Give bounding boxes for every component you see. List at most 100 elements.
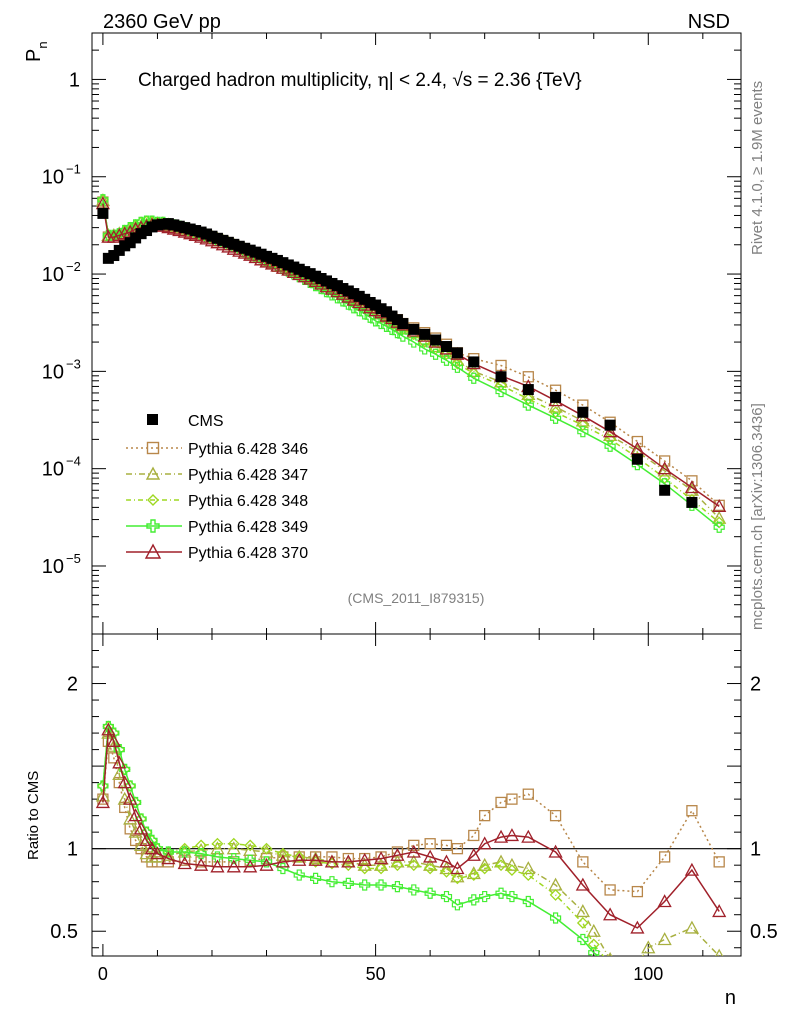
ratio-point — [244, 839, 257, 852]
ratio-series-3 — [97, 720, 615, 969]
ratio-point — [575, 877, 590, 891]
ratio-point — [424, 887, 436, 899]
series-point — [684, 480, 700, 494]
cms-data-point — [631, 453, 643, 465]
ratio-point — [577, 933, 589, 946]
series-4 — [95, 196, 727, 513]
cms-data-point — [430, 334, 442, 346]
series-point — [603, 427, 618, 442]
rivet-label: Rivet 4.1.0, ≥ 1.9M events — [749, 81, 766, 255]
ratio-point — [260, 842, 273, 855]
legend-entry-349: Pythia 6.428 349 — [126, 519, 308, 536]
ratio-point — [226, 859, 241, 873]
cms-data-point — [440, 341, 452, 353]
ratio-point — [101, 722, 116, 736]
legend-label-cms: CMS — [188, 413, 224, 430]
series-point — [713, 516, 726, 529]
ratio-point — [211, 837, 224, 850]
ratio-point — [641, 940, 656, 954]
main-y-tick-label: 10 — [42, 556, 64, 578]
legend: CMS Pythia 6.428 346 Pythia 6.428 347 Py… — [126, 413, 308, 562]
ratio-point — [193, 842, 209, 856]
ratio-point — [390, 854, 405, 868]
analysis-label: (CMS_2011_I879315) — [348, 590, 485, 606]
main-y-tick-base: 10 — [42, 361, 64, 383]
ratio-point — [195, 848, 207, 860]
ratio-point — [342, 852, 354, 865]
cms-data-point — [604, 419, 616, 431]
ratio-point — [493, 829, 509, 843]
ratio-point — [479, 809, 491, 822]
ratio-point — [467, 869, 480, 882]
ratio-point — [439, 861, 454, 875]
legend-entry-370: Pythia 6.428 370 — [126, 543, 308, 562]
ratio-point — [123, 811, 138, 825]
ratio-point — [605, 959, 615, 969]
ratio-point — [424, 862, 437, 875]
ratio-point — [95, 795, 111, 809]
ratio-y-tick-label-right: 0.5 — [750, 921, 778, 943]
series-point — [429, 348, 442, 360]
series-point — [106, 229, 121, 243]
ratio-point — [106, 733, 121, 747]
cms-data-point — [659, 484, 671, 496]
ratio-point — [373, 851, 389, 865]
ratio-point — [324, 854, 340, 868]
ratio-point — [549, 912, 562, 924]
ratio-y-tick-label: 0.5 — [50, 921, 78, 943]
x-tick-label: 0 — [98, 964, 108, 984]
beam-label: 2360 GeV pp — [103, 11, 221, 33]
ratio-point — [504, 828, 520, 842]
ratio-point — [440, 865, 453, 878]
ratio-series-4 — [95, 722, 727, 934]
ratio-point — [468, 894, 480, 906]
ratio-point — [587, 938, 600, 951]
ratio-point — [128, 824, 143, 838]
series-point — [604, 440, 616, 452]
legend-marker-370 — [144, 543, 162, 559]
ratio-point — [440, 839, 453, 852]
series-point — [495, 385, 507, 398]
ratio-line — [102, 724, 600, 956]
cms-data-point — [495, 371, 507, 383]
series-point — [713, 521, 725, 533]
ratio-point — [549, 809, 562, 822]
ratio-point — [375, 862, 387, 875]
main-y-label-sub: n — [35, 41, 50, 48]
legend-entry-347: Pythia 6.428 347 — [126, 466, 308, 484]
ratio-point — [468, 829, 480, 842]
series-point — [686, 475, 698, 487]
cms-data-point — [550, 391, 562, 403]
ratio-y-tick-label: 1 — [67, 839, 78, 861]
ratio-point — [227, 837, 240, 850]
ratio-point — [658, 851, 671, 863]
series-point — [451, 361, 464, 373]
ratio-point — [631, 885, 644, 898]
ratio-point — [326, 876, 338, 888]
ratio-point — [161, 851, 176, 865]
cms-data-point — [522, 384, 534, 396]
ratio-point — [504, 857, 520, 871]
ratio-point — [684, 862, 700, 876]
ratio-series-layer — [95, 720, 727, 969]
series-point — [577, 426, 589, 438]
series-point — [712, 498, 727, 513]
legend-entry-348: Pythia 6.428 348 — [126, 493, 308, 510]
main-y-tick-exponent: −2 — [66, 259, 81, 274]
title-main: Charged hadron multiplicity, — [138, 70, 377, 91]
ratio-point — [260, 856, 273, 868]
ratio-point — [478, 862, 491, 875]
main-y-label-main: P — [23, 49, 45, 62]
ratio-point — [424, 838, 436, 850]
ratio-point — [423, 857, 438, 871]
cms-data-point — [419, 328, 431, 340]
ratio-point — [521, 829, 536, 843]
ratio-series-0 — [97, 735, 725, 898]
cms-data-point — [468, 356, 480, 368]
main-y-label: Pn — [23, 41, 50, 62]
legend-label-370: Pythia 6.428 370 — [188, 545, 308, 562]
series-point — [440, 354, 453, 366]
ratio-y-tick-label-right: 1 — [750, 839, 761, 861]
legend-entry-cms: CMS — [147, 413, 224, 430]
ratio-point — [712, 904, 727, 918]
